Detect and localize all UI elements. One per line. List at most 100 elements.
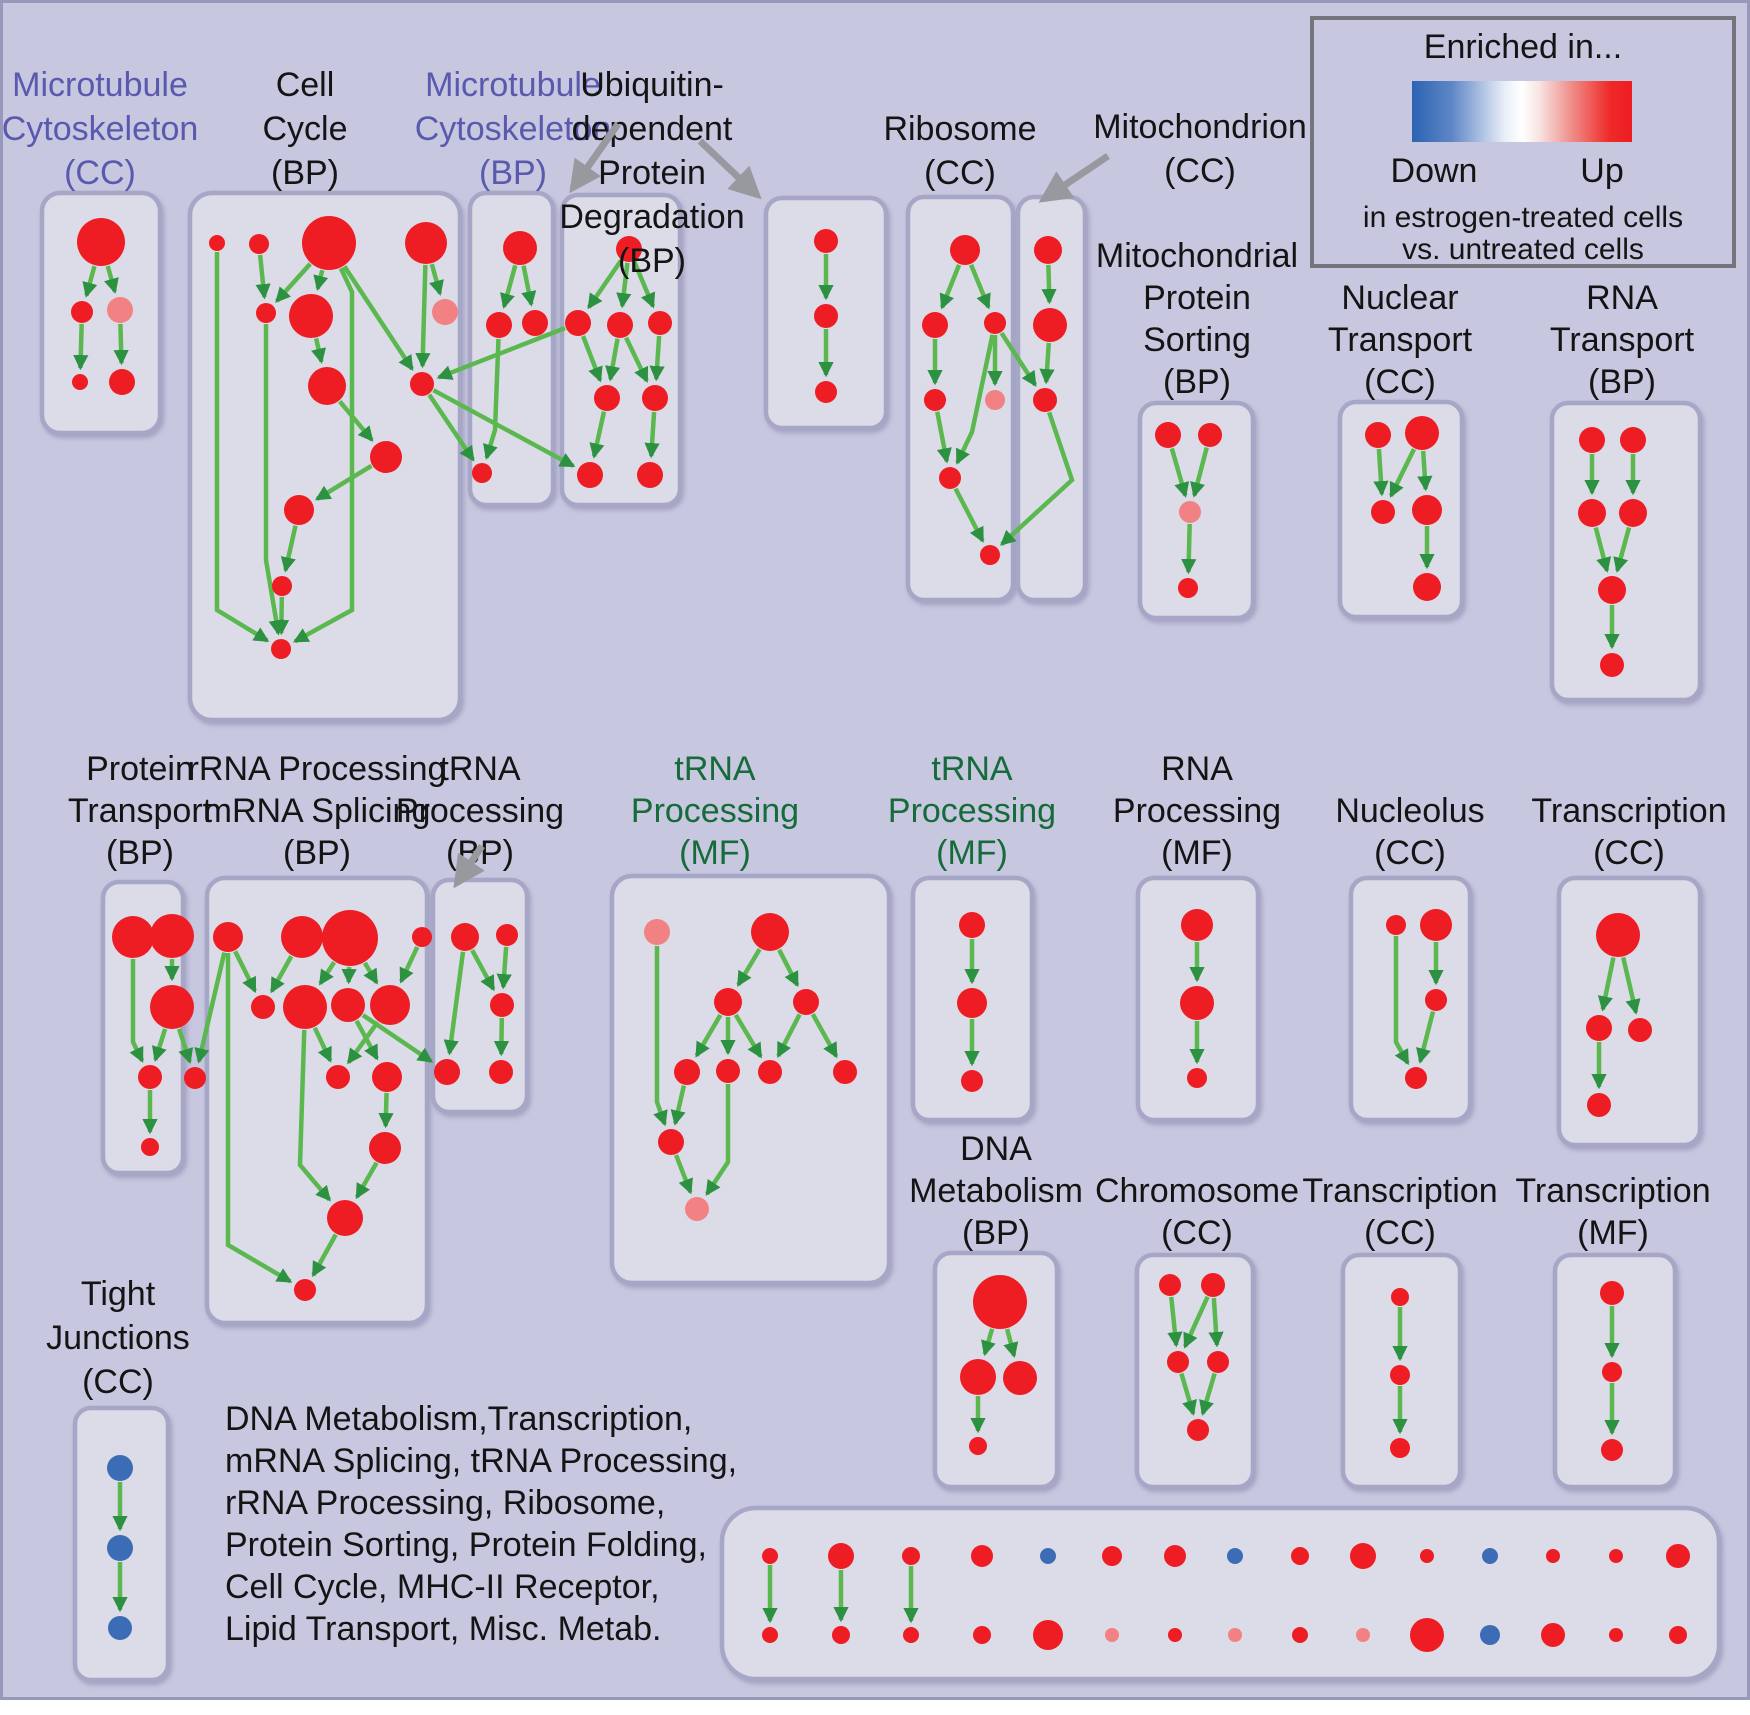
go-term-node [637, 462, 663, 488]
cluster-label-trna-processing-mf-2: Processing [888, 792, 1056, 830]
cluster-label-rna-processing-mf: Processing [1113, 792, 1281, 830]
go-term-node [1546, 1549, 1560, 1563]
cluster-label-microtubule-cytoskeleton-cc: Microtubule [12, 66, 188, 104]
edge-arrow [580, 335, 603, 383]
edge-arrow [415, 264, 431, 369]
go-term-node [828, 1543, 854, 1569]
cluster-label-ubiquitin-degradation-bp-left: (BP) [618, 242, 686, 280]
cluster-label-transcription-cc-mid: (CC) [1593, 834, 1665, 872]
go-term-node [685, 1197, 709, 1221]
edge-arrow [810, 1013, 839, 1059]
cluster-box-rna-transport-bp [1549, 400, 1703, 703]
go-term-node [472, 463, 492, 483]
edge-arrow [1417, 450, 1433, 492]
cluster-label-cell-cycle-bp: (BP) [271, 154, 339, 192]
edge-arrow [1182, 1295, 1210, 1349]
cluster-label-ribosome-cc: Ribosome [883, 110, 1036, 148]
go-term-node [496, 924, 518, 946]
go-term-node [1168, 1628, 1182, 1642]
go-term-node [503, 231, 537, 265]
go-term-node [1105, 1628, 1119, 1642]
edge-arrow [1388, 448, 1417, 498]
go-term-node [1207, 1351, 1229, 1373]
cluster-label-mitochondrial-protein-sorting-bp: Protein [1143, 279, 1251, 317]
edge-arrow [1003, 1328, 1019, 1358]
go-term-node [969, 1437, 987, 1455]
edge-arrow [632, 261, 656, 309]
edge-arrow [443, 951, 466, 1056]
go-term-node [1371, 500, 1395, 524]
edge-arrow [104, 265, 119, 294]
edge-arrow [233, 950, 257, 993]
edge-arrow [1393, 936, 1410, 1066]
go-term-node [1420, 1549, 1434, 1563]
edge-arrow [733, 1013, 763, 1059]
edge-arrow [673, 1154, 693, 1195]
label-pointer-arrow [453, 844, 485, 889]
cluster-label-nucleolus-cc: (CC) [1374, 834, 1446, 872]
edge-arrow [346, 1020, 380, 1065]
cluster-label-dna-metabolism-bp: Metabolism [909, 1172, 1083, 1210]
go-term-node [924, 389, 946, 411]
go-term-node [1178, 578, 1198, 598]
misc-terms-caption: Cell Cycle, MHC-II Receptor, [225, 1568, 660, 1606]
cross-edge-arrow [361, 1013, 434, 1064]
go-term-node [109, 369, 135, 395]
go-term-node [1420, 909, 1452, 941]
go-term-node [833, 1060, 857, 1084]
go-term-node [1198, 423, 1222, 447]
go-term-node [973, 1275, 1027, 1329]
go-term-node [902, 1547, 920, 1565]
go-term-node [642, 385, 668, 411]
go-term-node [1410, 1618, 1444, 1652]
go-term-node [973, 1626, 991, 1644]
edge-arrow [354, 1019, 379, 1061]
go-term-node [984, 312, 1006, 334]
go-term-node [256, 303, 276, 323]
go-term-node [939, 467, 961, 489]
go-term-node [1628, 1018, 1652, 1042]
go-term-node [1292, 1627, 1308, 1643]
go-term-node [289, 294, 333, 338]
cross-edge-arrow [1000, 411, 1075, 546]
cluster-label-rna-processing-mf: RNA [1161, 750, 1233, 788]
cluster-label-microtubule-cytoskeleton-cc: Cytoskeleton [2, 110, 199, 148]
go-term-node [793, 989, 819, 1015]
edge-arrow [496, 946, 512, 990]
go-term-node [1596, 913, 1640, 957]
go-term-node [922, 312, 948, 338]
go-term-node [1040, 1548, 1056, 1564]
go-term-node [1201, 1273, 1225, 1297]
go-term-node [950, 235, 980, 265]
go-term-node [1413, 573, 1441, 601]
edge-arrow [935, 411, 952, 464]
cluster-label-rna-transport-bp: (BP) [1588, 363, 1656, 401]
go-term-node [283, 985, 327, 1029]
legend-down-label: Down [1391, 152, 1478, 190]
cluster-box-misc-terms [719, 1505, 1722, 1682]
go-term-node [412, 927, 432, 947]
go-term-node [1167, 1351, 1189, 1373]
go-term-node [284, 495, 314, 525]
go-term-node [1598, 576, 1626, 604]
misc-terms-caption: rRNA Processing, Ribosome, [225, 1484, 665, 1522]
edge-arrow [313, 269, 329, 292]
go-term-node [658, 1129, 684, 1155]
cluster-label-rna-transport-bp: RNA [1586, 279, 1658, 317]
go-term-node [1425, 989, 1447, 1011]
legend-subtitle: vs. untreated cells [1402, 233, 1644, 266]
label-pointer-arrow [1038, 153, 1110, 203]
cluster-label-ribosome-cc: (CC) [924, 154, 996, 192]
edge-arrow [653, 946, 668, 1127]
go-term-node [490, 993, 514, 1017]
go-term-node [577, 462, 603, 488]
go-term-node [758, 1060, 782, 1084]
cluster-label-protein-transport-bp: (BP) [106, 834, 174, 872]
go-term-node [107, 297, 133, 323]
cluster-label-microtubule-cytoskeleton-cc: (CC) [64, 154, 136, 192]
go-term-node [107, 1455, 133, 1481]
go-term-node [1356, 1628, 1370, 1642]
go-term-node [1405, 416, 1439, 450]
cluster-box-rrna-processing-mrna-splicing-bp [204, 875, 430, 1326]
go-term-node [209, 235, 225, 251]
